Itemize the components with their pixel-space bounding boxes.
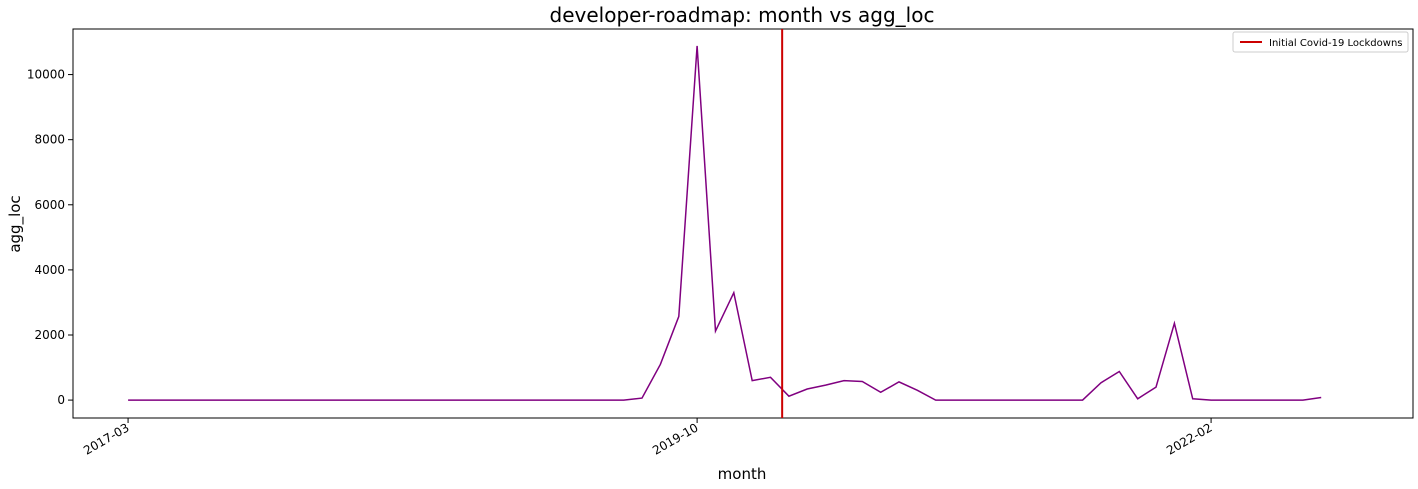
y-tick-label: 6000 — [34, 198, 65, 212]
x-tick-label: 2022-02 — [1164, 420, 1214, 457]
x-axis-label: month — [718, 465, 767, 483]
x-axis: 2017-03 2019-10 2022-02 — [81, 418, 1215, 458]
chart-title: developer-roadmap: month vs agg_loc — [550, 3, 935, 27]
series-line — [128, 45, 1322, 401]
y-tick-label: 10000 — [27, 68, 65, 82]
plot-frame — [72, 28, 1414, 419]
y-tick-label: 0 — [57, 393, 65, 407]
y-axis: 0 2000 4000 6000 8000 10000 — [27, 68, 73, 407]
x-tick-label: 2017-03 — [81, 420, 131, 457]
legend-box — [1232, 31, 1409, 53]
y-axis-label: agg_loc — [6, 195, 25, 252]
x-tick-label: 2019-10 — [650, 420, 700, 457]
legend: Initial Covid-19 Lockdowns — [1232, 31, 1409, 53]
y-tick-label: 8000 — [34, 133, 65, 147]
legend-entry-lockdowns: Initial Covid-19 Lockdowns — [1269, 38, 1403, 49]
y-tick-label: 4000 — [34, 263, 65, 277]
y-tick-label: 2000 — [34, 328, 65, 342]
